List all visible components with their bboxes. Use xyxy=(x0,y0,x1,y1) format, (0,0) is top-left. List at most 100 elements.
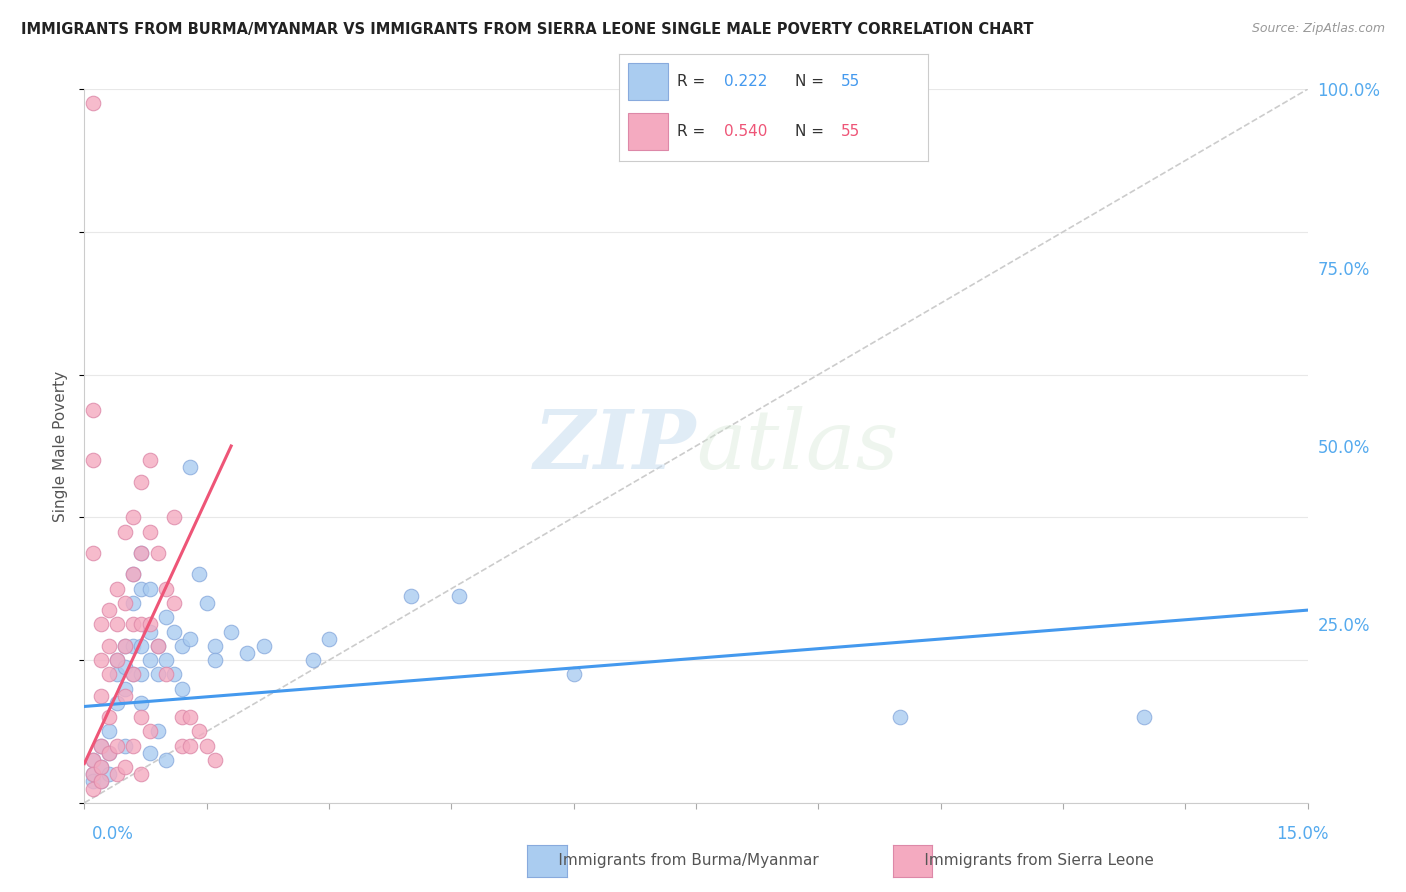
Point xyxy=(155,667,177,681)
Point xyxy=(131,639,153,653)
Point xyxy=(82,453,104,467)
Point xyxy=(253,639,276,653)
Point xyxy=(105,617,128,632)
Y-axis label: Single Male Poverty: Single Male Poverty xyxy=(53,370,69,522)
Point xyxy=(163,510,186,524)
Point xyxy=(131,710,153,724)
Point xyxy=(146,639,169,653)
FancyBboxPatch shape xyxy=(628,63,668,100)
Text: R =: R = xyxy=(678,124,710,139)
Point xyxy=(172,710,194,724)
Point xyxy=(114,596,136,610)
Text: 55: 55 xyxy=(841,124,860,139)
Point xyxy=(114,639,136,653)
Point xyxy=(90,739,112,753)
Point xyxy=(97,746,120,760)
Point xyxy=(155,753,177,767)
Point xyxy=(195,596,218,610)
Point xyxy=(187,567,209,582)
Point xyxy=(138,582,160,596)
Point xyxy=(138,524,160,539)
Text: Immigrants from Burma/Myanmar: Immigrants from Burma/Myanmar xyxy=(534,854,820,868)
Point xyxy=(179,632,201,646)
Text: 55: 55 xyxy=(841,74,860,89)
Point xyxy=(146,667,169,681)
Point xyxy=(399,589,422,603)
Point xyxy=(131,667,153,681)
FancyBboxPatch shape xyxy=(628,113,668,150)
Point xyxy=(179,710,201,724)
Point xyxy=(138,724,160,739)
Point xyxy=(122,639,145,653)
Point xyxy=(114,689,136,703)
Point xyxy=(562,667,585,681)
Point xyxy=(114,524,136,539)
Point xyxy=(105,582,128,596)
Point xyxy=(105,767,128,781)
Point xyxy=(97,667,120,681)
Point xyxy=(889,710,911,724)
Point xyxy=(90,739,112,753)
Point xyxy=(82,753,104,767)
Point xyxy=(138,746,160,760)
Point xyxy=(179,460,201,475)
Point xyxy=(122,739,145,753)
Point xyxy=(82,767,104,781)
Point xyxy=(179,739,201,753)
Point xyxy=(131,617,153,632)
Text: ZIP: ZIP xyxy=(533,406,696,486)
Point xyxy=(90,689,112,703)
Point xyxy=(138,653,160,667)
Point xyxy=(172,739,194,753)
Text: Immigrants from Sierra Leone: Immigrants from Sierra Leone xyxy=(900,854,1154,868)
Text: atlas: atlas xyxy=(696,406,898,486)
Point xyxy=(122,567,145,582)
Point xyxy=(146,639,169,653)
Point xyxy=(114,660,136,674)
Point xyxy=(131,767,153,781)
Point xyxy=(155,610,177,624)
Point xyxy=(449,589,471,603)
Point xyxy=(97,710,120,724)
Text: IMMIGRANTS FROM BURMA/MYANMAR VS IMMIGRANTS FROM SIERRA LEONE SINGLE MALE POVERT: IMMIGRANTS FROM BURMA/MYANMAR VS IMMIGRA… xyxy=(21,22,1033,37)
Point xyxy=(204,753,226,767)
Point xyxy=(105,739,128,753)
Point xyxy=(82,96,104,111)
Point xyxy=(114,739,136,753)
Point xyxy=(138,453,160,467)
Text: Source: ZipAtlas.com: Source: ZipAtlas.com xyxy=(1251,22,1385,36)
Point xyxy=(195,739,218,753)
Point xyxy=(172,639,194,653)
Point xyxy=(97,767,120,781)
Point xyxy=(90,760,112,774)
Point xyxy=(82,767,104,781)
Point xyxy=(172,681,194,696)
Text: 0.222: 0.222 xyxy=(724,74,768,89)
Point xyxy=(82,753,104,767)
Text: 0.540: 0.540 xyxy=(724,124,768,139)
Point xyxy=(82,546,104,560)
Text: N =: N = xyxy=(794,124,828,139)
Point xyxy=(90,774,112,789)
Point xyxy=(146,546,169,560)
Point xyxy=(146,724,169,739)
Text: N =: N = xyxy=(794,74,828,89)
Point xyxy=(138,624,160,639)
Point xyxy=(131,696,153,710)
Text: 0.0%: 0.0% xyxy=(91,825,134,843)
Point xyxy=(155,582,177,596)
Point xyxy=(204,639,226,653)
Point xyxy=(114,760,136,774)
Point xyxy=(131,582,153,596)
Point xyxy=(122,567,145,582)
Point xyxy=(82,774,104,789)
Point xyxy=(138,617,160,632)
Point xyxy=(114,639,136,653)
Point xyxy=(131,546,153,560)
Point xyxy=(90,760,112,774)
Point xyxy=(163,596,186,610)
Point xyxy=(97,639,120,653)
Point xyxy=(163,624,186,639)
Point xyxy=(97,603,120,617)
Point xyxy=(97,746,120,760)
